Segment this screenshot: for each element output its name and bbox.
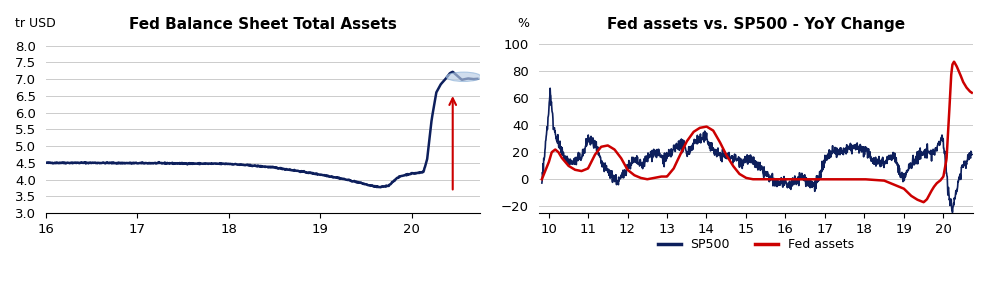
Text: %: %: [517, 17, 529, 30]
Text: tr USD: tr USD: [16, 17, 56, 30]
Ellipse shape: [447, 72, 481, 82]
Title: Fed Balance Sheet Total Assets: Fed Balance Sheet Total Assets: [129, 17, 397, 32]
Title: Fed assets vs. SP500 - YoY Change: Fed assets vs. SP500 - YoY Change: [607, 17, 905, 32]
Legend: SP500, Fed assets: SP500, Fed assets: [653, 233, 859, 256]
